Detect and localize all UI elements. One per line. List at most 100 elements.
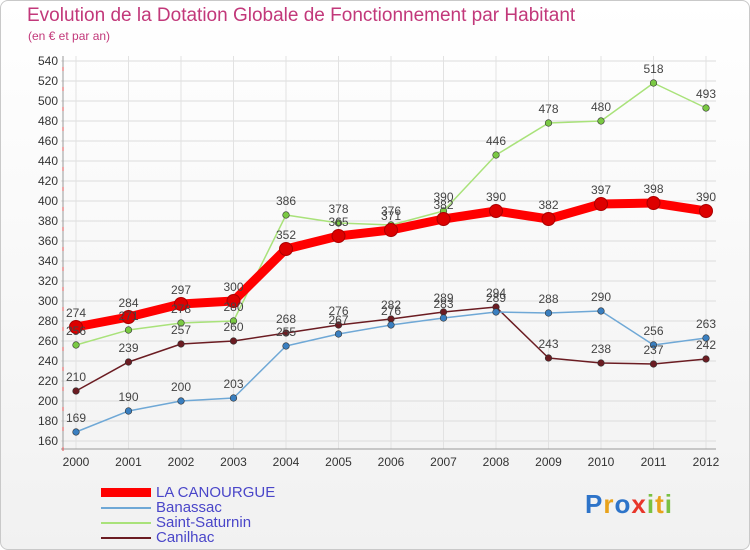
data-point (226, 294, 241, 308)
data-point (544, 119, 553, 127)
data-label: 260 (223, 320, 243, 334)
y-tick-label: 540 (38, 54, 58, 68)
legend-swatch (101, 506, 151, 509)
data-point (702, 104, 710, 112)
data-label: 274 (66, 306, 86, 320)
data-label: 398 (643, 182, 663, 196)
data-point (597, 117, 605, 125)
data-point (124, 358, 133, 366)
data-point (282, 342, 290, 350)
data-label: 268 (276, 312, 296, 326)
data-label: 378 (328, 202, 348, 216)
data-point (702, 355, 710, 363)
data-label: 263 (696, 317, 716, 331)
series-banassac (72, 307, 710, 436)
chart-subtitle: (en € et par an) (28, 29, 111, 43)
y-tick-label: 300 (38, 294, 58, 308)
y-tick-label: 520 (38, 74, 58, 88)
data-label: 382 (433, 198, 453, 212)
y-tick-label: 360 (38, 234, 58, 248)
data-point (334, 330, 343, 338)
y-tick-label: 500 (38, 94, 58, 108)
proxiti-logo: Proxiti (585, 489, 673, 520)
data-label: 276 (328, 304, 348, 318)
data-label: 256 (66, 324, 86, 338)
data-point (646, 196, 661, 210)
data-label: 210 (66, 370, 86, 384)
data-label: 282 (381, 298, 401, 312)
data-point (177, 340, 185, 348)
data-point (541, 212, 556, 226)
data-label: 242 (696, 338, 716, 352)
x-tick-label: 2005 (325, 455, 352, 469)
data-label: 382 (538, 198, 558, 212)
data-point (544, 309, 553, 317)
x-tick-label: 2007 (430, 455, 457, 469)
y-tick-label: 260 (38, 334, 58, 348)
data-label: 289 (486, 291, 506, 305)
y-tick-label: 280 (38, 314, 58, 328)
logo-letter: t (655, 489, 665, 519)
data-label: 390 (696, 190, 716, 204)
x-tick-label: 2000 (63, 455, 90, 469)
x-tick-label: 2012 (693, 455, 720, 469)
data-point (387, 321, 395, 329)
data-label: 397 (591, 183, 611, 197)
data-label: 480 (591, 100, 611, 114)
data-label: 255 (276, 325, 296, 339)
y-tick-label: 180 (38, 414, 58, 428)
data-label: 257 (171, 323, 191, 337)
data-label: 493 (696, 87, 716, 101)
y-tick-label: 200 (38, 394, 58, 408)
data-label: 446 (486, 134, 506, 148)
data-label: 200 (171, 380, 191, 394)
data-label: 294 (486, 286, 506, 300)
data-point (72, 387, 80, 395)
data-label: 352 (276, 228, 296, 242)
y-tick-label: 420 (38, 174, 58, 188)
data-point (174, 297, 188, 311)
legend-label: LA CANOURGUE (156, 484, 276, 501)
legend-label: Saint-Saturnin (156, 514, 252, 531)
data-label: 280 (223, 300, 243, 314)
data-point (121, 310, 136, 324)
legend-swatch (101, 521, 151, 524)
legend-label: Banassac (156, 499, 222, 516)
x-tick-label: 2001 (115, 455, 142, 469)
data-point (492, 308, 500, 316)
series-la-canourgue (69, 196, 713, 334)
logo-letter: i (664, 489, 673, 519)
chart-title: Evolution de la Dotation Globale de Fonc… (27, 5, 576, 26)
data-label: 203 (223, 377, 243, 391)
data-point (282, 329, 290, 337)
y-tick-label: 220 (38, 374, 58, 388)
series-canilhac (72, 303, 710, 395)
series-layer (69, 79, 713, 436)
y-tick-label: 460 (38, 134, 58, 148)
data-label: 267 (328, 313, 348, 327)
data-label: 284 (118, 296, 138, 310)
data-label: 256 (643, 324, 663, 338)
grid-lines (61, 56, 716, 449)
data-label: 276 (381, 304, 401, 318)
data-label: 283 (433, 297, 453, 311)
y-tick-label: 480 (38, 114, 58, 128)
logo-letter: P (585, 489, 604, 519)
data-label: 290 (591, 290, 611, 304)
data-label: 518 (643, 62, 663, 76)
y-tick-label: 320 (38, 274, 58, 288)
data-point (72, 428, 80, 436)
data-point (334, 219, 343, 227)
logo-letter: i (646, 489, 656, 519)
x-tick-label: 2008 (483, 455, 510, 469)
data-label: 300 (223, 280, 243, 294)
data-point (229, 394, 238, 402)
data-point (331, 229, 346, 243)
data-point (177, 397, 185, 405)
data-label: 169 (66, 411, 86, 425)
data-label: 237 (643, 343, 663, 357)
data-point (229, 317, 238, 325)
data-label: 297 (171, 283, 191, 297)
x-tick-label: 2010 (588, 455, 615, 469)
